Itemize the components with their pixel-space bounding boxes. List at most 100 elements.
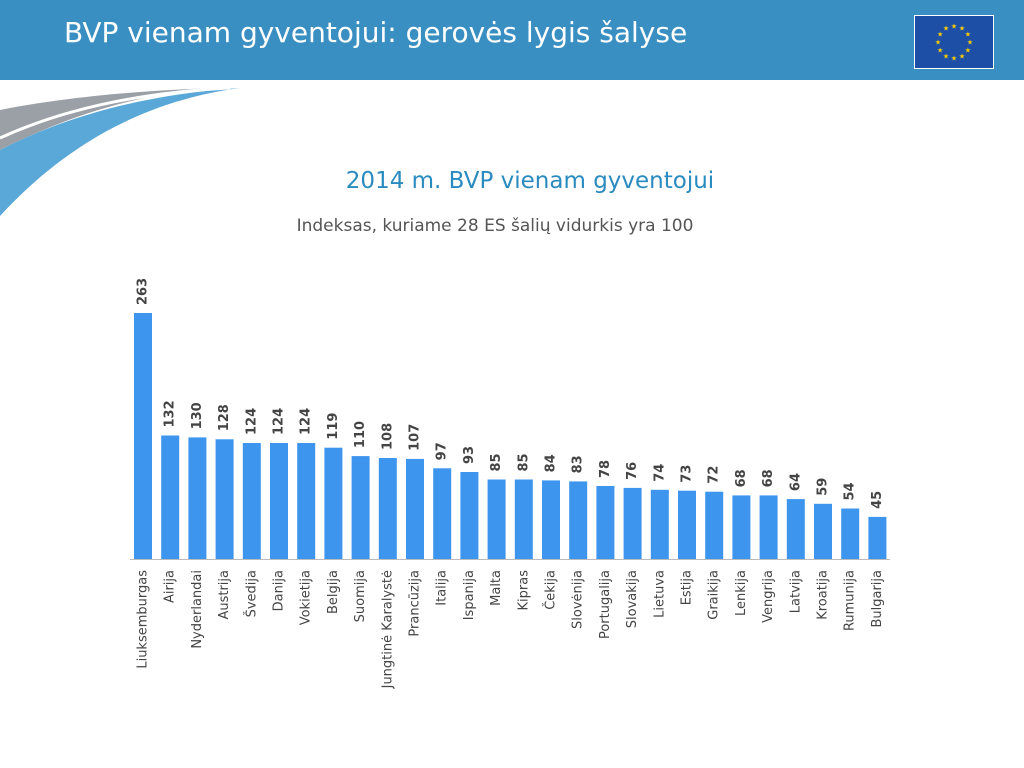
- bar-value-label: 78: [598, 460, 613, 478]
- bar: [460, 472, 479, 559]
- category-label: Vokietija: [299, 570, 314, 625]
- category-label: Suomija: [353, 570, 368, 622]
- category-label: Prancūzija: [408, 570, 423, 637]
- bar: [215, 439, 234, 559]
- flag-star: ★: [937, 47, 943, 55]
- bar-value-label: 124: [299, 408, 314, 435]
- flag-star: ★: [943, 52, 949, 60]
- bar: [786, 499, 805, 559]
- category-label: Bulgarija: [870, 570, 885, 628]
- bar-value-label: 97: [435, 442, 450, 460]
- category-label: Portugalija: [598, 570, 613, 639]
- bar-value-label: 54: [843, 482, 858, 500]
- flag-star: ★: [959, 25, 965, 33]
- chart-subtitle: Indeksas, kuriame 28 ES šalių vidurkis y…: [296, 216, 694, 236]
- flag-star: ★: [943, 25, 949, 33]
- bar-value-label: 107: [408, 424, 423, 451]
- category-label: Latvija: [788, 570, 803, 613]
- category-label: Čekija: [543, 570, 559, 610]
- bar-value-label: 73: [680, 465, 695, 483]
- bar: [814, 503, 832, 559]
- bar: [161, 435, 180, 559]
- bar-value-label: 84: [544, 454, 559, 472]
- flag-star: ★: [965, 31, 971, 39]
- category-label: Belgija: [326, 570, 341, 614]
- category-label: Estija: [680, 570, 695, 605]
- category-label: Lenkija: [734, 570, 749, 616]
- bar-value-label: 263: [136, 278, 151, 305]
- flag-star: ★: [935, 39, 941, 47]
- category-label: Jungtinė Karalystė: [380, 570, 395, 689]
- bar: [188, 437, 207, 559]
- category-label: Austrija: [217, 570, 232, 620]
- header-bar: BVP vienam gyventojui: gerovės lygis šal…: [0, 0, 1024, 80]
- bar: [596, 486, 615, 559]
- bar: [378, 458, 397, 559]
- bar: [759, 495, 778, 559]
- bar: [623, 487, 642, 559]
- bar-value-label: 124: [244, 408, 259, 435]
- category-label: Kroatija: [816, 570, 831, 620]
- bar: [542, 480, 560, 559]
- bar: [732, 495, 751, 559]
- bar-value-label: 128: [217, 404, 232, 431]
- category-label: Ispanija: [462, 570, 477, 620]
- bar-value-label: 64: [788, 473, 803, 491]
- flag-star: ★: [937, 31, 943, 39]
- category-label: Airija: [163, 570, 178, 603]
- bar-value-label: 119: [326, 413, 341, 440]
- bar: [433, 468, 452, 559]
- page-title: BVP vienam gyventojui: gerovės lygis šal…: [64, 16, 688, 49]
- bar: [650, 489, 669, 559]
- bar: [297, 443, 316, 559]
- flag-star: ★: [959, 52, 965, 60]
- bar: [242, 443, 261, 559]
- bar-value-label: 76: [625, 462, 640, 480]
- bar-value-label: 85: [489, 453, 504, 471]
- flag-star: ★: [965, 47, 971, 55]
- bar-value-label: 85: [516, 453, 531, 471]
- bar: [351, 456, 370, 559]
- category-label: Graikija: [707, 570, 722, 620]
- bar: [324, 447, 343, 559]
- category-label: Liuksemburgas: [136, 570, 151, 669]
- bar-value-label: 110: [353, 421, 368, 448]
- bar-value-label: 59: [816, 478, 831, 496]
- bar: [134, 313, 152, 559]
- category-label: Rumunija: [843, 570, 858, 631]
- bar: [514, 479, 533, 559]
- chart-title: 2014 m. BVP vienam gyventojui: [345, 168, 715, 194]
- bar-value-label: 74: [652, 464, 667, 482]
- bar-value-label: 68: [734, 469, 749, 487]
- eu-flag-icon: ★ ★★★★★★★★★★★: [914, 15, 994, 69]
- bar-value-label: 83: [571, 455, 586, 473]
- flag-star: ★: [951, 23, 957, 31]
- category-label: Vengrija: [761, 570, 776, 623]
- category-label: Kipras: [516, 570, 531, 611]
- flag-star: ★: [967, 39, 973, 47]
- bar: [841, 508, 860, 559]
- flag-star: ★: [951, 55, 957, 63]
- bar-value-label: 72: [707, 466, 722, 484]
- category-label: Italija: [435, 570, 450, 606]
- bar-value-label: 108: [380, 423, 395, 450]
- category-label: Nyderlandai: [190, 570, 205, 649]
- bar: [705, 491, 724, 559]
- bar: [487, 479, 506, 559]
- bar: [569, 481, 588, 559]
- bar-value-label: 130: [190, 402, 205, 429]
- category-label: Slovakija: [625, 570, 640, 628]
- bar: [406, 458, 424, 559]
- category-label: Danija: [272, 570, 287, 611]
- category-label: Švedija: [243, 570, 259, 617]
- category-label: Malta: [489, 570, 504, 606]
- bar-value-label: 93: [462, 446, 477, 464]
- bar-value-label: 132: [163, 400, 178, 427]
- bar-value-label: 68: [761, 469, 776, 487]
- bar: [270, 443, 288, 559]
- bar: [678, 490, 696, 559]
- bar-value-label: 45: [870, 491, 885, 509]
- bar-value-label: 124: [272, 408, 287, 435]
- bar: [868, 516, 887, 559]
